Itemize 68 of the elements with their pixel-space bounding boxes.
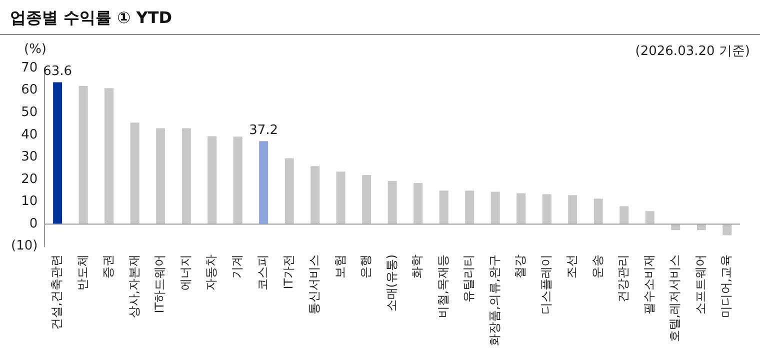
bar xyxy=(233,136,242,224)
x-tick-label: 은행 xyxy=(358,254,373,278)
x-tick-label: 조선 xyxy=(564,254,579,278)
bar xyxy=(156,128,166,224)
x-tick-label: 코스피 xyxy=(256,254,270,290)
x-tick-label: 비철,목재등 xyxy=(436,254,450,318)
x-tick-label: 반도체 xyxy=(75,254,90,290)
x-tick-label: 호텔,레저서비스 xyxy=(668,254,682,342)
bar xyxy=(259,141,268,224)
y-tick-label: 50 xyxy=(21,104,38,120)
x-tick-label: 소프트웨어 xyxy=(693,254,708,314)
x-tick-label: 철강 xyxy=(513,254,528,278)
y-tick-label: 10 xyxy=(21,194,38,210)
bar xyxy=(465,190,474,224)
bar xyxy=(208,136,217,224)
bar xyxy=(284,158,294,224)
y-tick-label: 40 xyxy=(21,127,38,142)
x-tick-label: 운송 xyxy=(590,254,604,278)
bar xyxy=(130,122,140,224)
x-tick-label: 소매(유통) xyxy=(384,254,398,312)
x-tick-label: IT하드웨어 xyxy=(152,254,167,314)
x-tick-label: 기계 xyxy=(230,254,244,278)
x-tick-label: 에너지 xyxy=(178,254,192,290)
bar xyxy=(362,175,372,224)
x-tick-label: 필수소비재 xyxy=(642,254,656,314)
x-tick-label: 증권 xyxy=(101,254,116,278)
x-tick-label: 디스플레이 xyxy=(538,254,553,314)
chart-title: 업종별 수익률 ① YTD xyxy=(10,8,172,29)
bar xyxy=(542,194,552,224)
y-tick-label: 0 xyxy=(29,216,38,232)
bar xyxy=(439,190,448,224)
bar xyxy=(104,88,114,224)
bar xyxy=(671,224,680,230)
bar xyxy=(388,180,397,224)
bar xyxy=(722,224,732,236)
bar xyxy=(310,166,320,224)
y-tick-label: 70 xyxy=(21,60,38,76)
y-tick-label: (10) xyxy=(11,238,38,254)
bar xyxy=(336,172,346,224)
x-tick-label: 자동차 xyxy=(204,254,218,290)
y-axis-title: (%) xyxy=(24,42,46,57)
bar xyxy=(78,86,88,224)
x-tick-label: 통신서비스 xyxy=(307,254,322,314)
x-tick-label: 건강관리 xyxy=(616,254,630,302)
x-tick-label: 상사,자본재 xyxy=(126,254,141,318)
x-tick-label: 화학 xyxy=(410,254,424,278)
bar xyxy=(53,82,62,224)
x-tick-label: 화장품,의류,완구 xyxy=(487,254,502,346)
bar xyxy=(568,195,578,224)
x-tick-label: IT가전 xyxy=(281,254,296,290)
y-tick-label: 60 xyxy=(21,82,38,98)
bar xyxy=(620,206,629,224)
bar xyxy=(490,192,500,224)
y-tick-label: 30 xyxy=(21,150,38,165)
x-tick-label: 유틸리티 xyxy=(462,254,476,302)
bar xyxy=(414,183,423,224)
x-tick-label: 건설,건축관련 xyxy=(50,254,64,330)
y-tick-label: 20 xyxy=(21,172,38,187)
x-tick-label: 보험 xyxy=(332,254,347,278)
text: (2026.03.20 기준) xyxy=(635,43,750,60)
bar xyxy=(594,198,603,224)
bar xyxy=(182,128,191,224)
bar xyxy=(645,211,654,224)
bar xyxy=(516,193,526,224)
data-label: 63.6 xyxy=(43,64,72,80)
data-label: 37.2 xyxy=(249,123,278,138)
x-tick-label: 미디어,교육 xyxy=(719,254,734,318)
bar xyxy=(696,224,706,230)
